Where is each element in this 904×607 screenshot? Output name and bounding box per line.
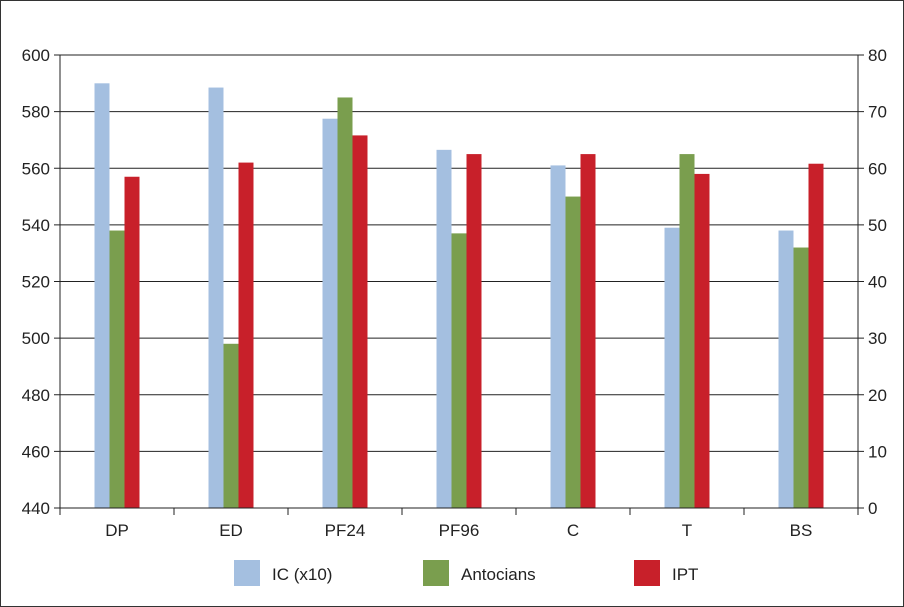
bar-ic-x10-: [209, 88, 224, 508]
left-tick-label: 460: [22, 442, 50, 461]
bar-ic-x10-: [323, 119, 338, 508]
bar-ipt: [809, 164, 824, 508]
x-tick-label: ED: [219, 521, 243, 540]
right-tick-label: 30: [868, 329, 887, 348]
bar-ic-x10-: [437, 150, 452, 508]
legend-label: IPT: [672, 565, 698, 584]
bar-antocians: [680, 154, 695, 508]
right-tick-label: 20: [868, 386, 887, 405]
left-tick-label: 440: [22, 499, 50, 518]
legend-swatch: [234, 560, 260, 586]
right-tick-label: 10: [868, 442, 887, 461]
bar-ipt: [581, 154, 596, 508]
bar-antocians: [224, 344, 239, 508]
left-tick-label: 580: [22, 103, 50, 122]
left-tick-label: 600: [22, 46, 50, 65]
bar-antocians: [566, 197, 581, 508]
left-tick-label: 480: [22, 386, 50, 405]
x-tick-label: C: [567, 521, 579, 540]
legend-swatch: [423, 560, 449, 586]
x-tick-label: PF24: [325, 521, 366, 540]
bar-antocians: [452, 233, 467, 508]
left-tick-label: 540: [22, 216, 50, 235]
x-tick-label: T: [682, 521, 692, 540]
left-tick-label: 520: [22, 273, 50, 292]
x-tick-label: BS: [790, 521, 813, 540]
right-tick-label: 0: [868, 499, 877, 518]
bar-ipt: [125, 177, 140, 508]
left-tick-label: 500: [22, 329, 50, 348]
bar-ipt: [239, 163, 254, 508]
bar-antocians: [794, 248, 809, 508]
legend-label: IC (x10): [272, 565, 332, 584]
left-tick-label: 560: [22, 159, 50, 178]
bar-ipt: [695, 174, 710, 508]
right-tick-label: 60: [868, 159, 887, 178]
bar-ic-x10-: [779, 231, 794, 508]
x-tick-label: DP: [105, 521, 129, 540]
right-tick-label: 50: [868, 216, 887, 235]
legend-label: Antocians: [461, 565, 536, 584]
bar-ic-x10-: [95, 83, 110, 508]
legend-swatch: [634, 560, 660, 586]
bar-ic-x10-: [551, 165, 566, 508]
bar-ipt: [467, 154, 482, 508]
x-tick-label: PF96: [439, 521, 480, 540]
right-tick-label: 70: [868, 103, 887, 122]
right-tick-label: 80: [868, 46, 887, 65]
bar-antocians: [110, 231, 125, 508]
bar-ic-x10-: [665, 228, 680, 508]
right-tick-label: 40: [868, 273, 887, 292]
bar-ipt: [353, 135, 368, 508]
bar-antocians: [338, 97, 353, 508]
